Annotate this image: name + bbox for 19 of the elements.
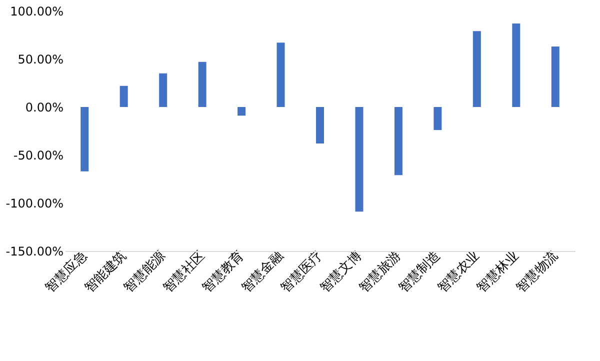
bar	[472, 31, 481, 107]
bar	[80, 107, 89, 172]
bar	[434, 107, 442, 130]
bar	[120, 86, 128, 107]
bar	[238, 107, 246, 116]
bar	[551, 46, 560, 107]
bar	[394, 107, 402, 176]
bar	[355, 107, 364, 212]
y-tick-label: -150.00%	[6, 244, 64, 258]
y-tick-label: 100.00%	[10, 4, 64, 18]
y-tick-label: 50.00%	[18, 52, 64, 66]
bar	[159, 73, 168, 107]
bar	[276, 42, 285, 107]
bar	[198, 62, 206, 107]
y-tick-label: 0.00%	[25, 100, 64, 114]
bar	[316, 107, 324, 144]
bar	[512, 23, 520, 107]
y-tick-label: -100.00%	[6, 196, 64, 210]
y-tick-label: -50.00%	[13, 148, 64, 162]
